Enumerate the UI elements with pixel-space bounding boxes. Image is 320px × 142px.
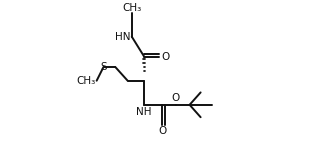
Text: S: S: [100, 62, 107, 72]
Text: O: O: [158, 126, 166, 136]
Text: HN: HN: [115, 32, 130, 42]
Text: O: O: [172, 93, 180, 103]
Text: CH₃: CH₃: [76, 76, 95, 86]
Text: CH₃: CH₃: [122, 3, 141, 12]
Text: O: O: [161, 52, 169, 62]
Text: NH: NH: [136, 107, 152, 117]
